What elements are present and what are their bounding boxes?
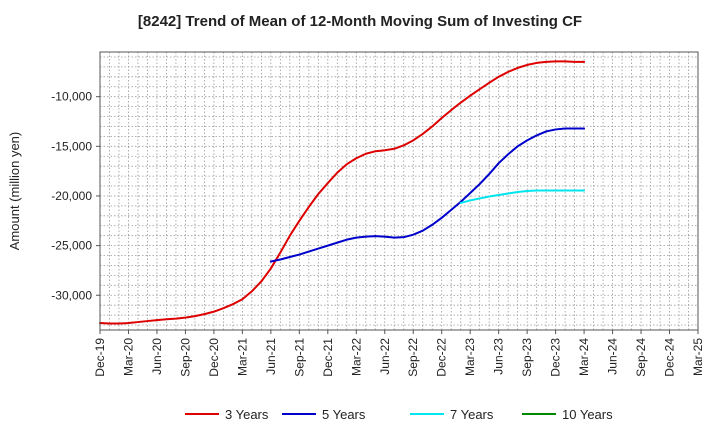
- x-tick-label: Sep-24: [634, 338, 648, 377]
- x-tick-label: Dec-22: [435, 338, 449, 377]
- x-tick-label: Sep-22: [406, 338, 420, 377]
- series-line: [459, 189, 586, 204]
- x-tick-label: Mar-20: [121, 338, 135, 376]
- x-tick-label: Dec-23: [549, 338, 563, 377]
- y-tick-label: -10,000: [51, 90, 92, 104]
- x-tick-label: Jun-22: [378, 338, 392, 375]
- x-tick-label: Jun-21: [264, 338, 278, 375]
- chart-title: [8242] Trend of Mean of 12-Month Moving …: [138, 13, 582, 30]
- x-tick-label: Jun-23: [492, 338, 506, 375]
- x-tick-label: Mar-25: [691, 338, 705, 376]
- x-tick-label: Mar-23: [463, 338, 477, 376]
- x-tick-label: Mar-24: [577, 338, 591, 376]
- x-tick-label: Mar-21: [235, 338, 249, 376]
- x-tick-label: Dec-20: [207, 338, 221, 377]
- legend: 3 Years 5 Years 7 Years 10 Years: [185, 407, 613, 422]
- legend-label: 5 Years: [322, 407, 366, 422]
- legend-label: 7 Years: [450, 407, 494, 422]
- x-tick-label: Jun-24: [606, 338, 620, 375]
- x-tick-label: Mar-22: [349, 338, 363, 376]
- series-layer: [99, 60, 586, 325]
- legend-label: 3 Years: [225, 407, 269, 422]
- grid-layer: [100, 52, 698, 330]
- series-line: [99, 60, 586, 325]
- x-tick-label: Dec-24: [663, 338, 677, 377]
- y-axis-label: Amount (million yen): [7, 132, 22, 251]
- x-tick-label: Sep-21: [292, 338, 306, 377]
- x-tick-label: Jun-20: [150, 338, 164, 375]
- x-tick-label: Dec-21: [321, 338, 335, 377]
- y-tick-label: -25,000: [51, 239, 92, 253]
- legend-label: 10 Years: [562, 407, 613, 422]
- y-tick-label: -15,000: [51, 139, 92, 153]
- y-tick-label: -30,000: [51, 288, 92, 302]
- x-tick-label: Sep-20: [178, 338, 192, 377]
- series-line: [269, 127, 586, 263]
- axis-layer: -10,000 -15,000 -20,000 -25,000 -30,000 Dec-1…: [51, 90, 705, 377]
- x-tick-label: Sep-23: [520, 338, 534, 377]
- x-tick-label: Dec-19: [93, 338, 107, 377]
- y-tick-label: -20,000: [51, 189, 92, 203]
- plot-frame: [99, 51, 699, 331]
